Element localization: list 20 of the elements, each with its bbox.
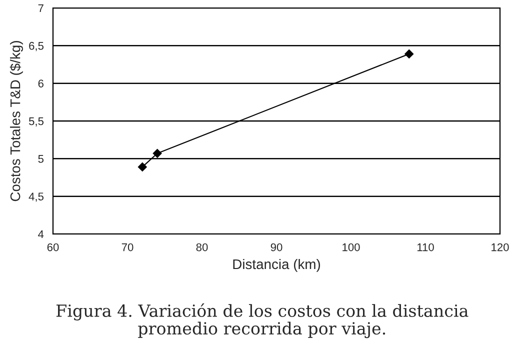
x-tick-label: 120: [492, 243, 509, 252]
point: [152, 148, 162, 158]
y-tick-label: 7: [38, 4, 44, 12]
x-tick-label: 80: [196, 243, 208, 252]
x-tick-label: 90: [270, 243, 282, 252]
y-tick-label: 4: [38, 230, 44, 238]
y-tick-label: 6,5: [29, 42, 44, 52]
y-axis-title: Costos Totales T&D ($/kg): [10, 41, 23, 202]
x-tick-label: 110: [417, 243, 434, 252]
x-tick-label: 60: [47, 243, 59, 252]
text: Figura 4. Variación de los costos con la distancia promedio recorrida por viaje.: [56, 303, 468, 338]
x-axis-title: Distancia (km): [233, 258, 320, 272]
y-tick-label: 4,5: [28, 192, 44, 202]
point: [138, 162, 147, 172]
y-tick-label: 5,5: [28, 117, 44, 126]
point: [404, 50, 414, 58]
x-tick-label: 100: [342, 243, 360, 252]
y-tick-label: 6: [38, 80, 44, 88]
y-tick-label: 5: [38, 155, 44, 163]
x-tick-label: 70: [122, 243, 134, 252]
